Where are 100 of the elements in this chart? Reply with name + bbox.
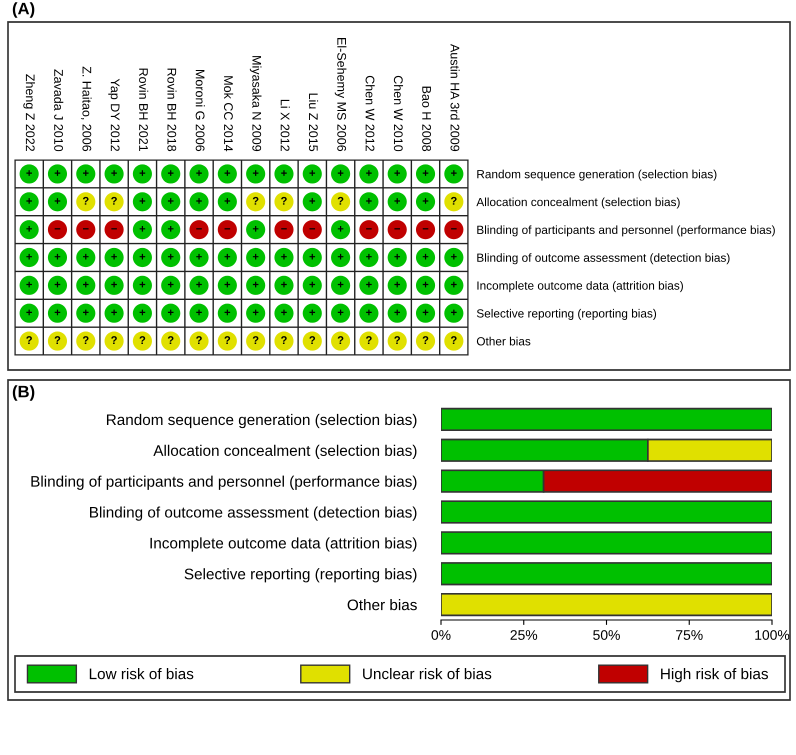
text: + <box>310 282 316 288</box>
text: + <box>451 254 457 260</box>
text: + <box>196 198 202 204</box>
text: + <box>83 282 89 288</box>
text: + <box>451 170 457 176</box>
x-tick-label: Moroni G 2006 <box>196 70 205 152</box>
y-tick-label: Incomplete outcome data (attrition bias) <box>477 281 683 292</box>
text: ? <box>26 336 32 344</box>
text: + <box>252 310 258 316</box>
text: + <box>83 170 89 176</box>
x-tick-label: Zheng Z 2022 <box>23 74 35 152</box>
text: ? <box>422 336 428 344</box>
text: + <box>281 170 287 176</box>
text: + <box>422 310 428 316</box>
text: + <box>140 198 146 204</box>
text: − <box>224 228 230 230</box>
text: + <box>196 254 202 260</box>
text: + <box>26 282 32 288</box>
bar <box>441 531 772 554</box>
text: ? <box>168 336 174 344</box>
text: ? <box>224 336 230 344</box>
y-tick-label: Blinding of outcome assessment (detection bias) <box>90 506 416 521</box>
text: + <box>451 310 457 316</box>
x-tick-label: 100% <box>755 630 790 640</box>
y-tick-label: Allocation concealment (selection bias) <box>153 444 416 459</box>
x-tick-label: Bao H 2008 <box>422 86 432 152</box>
text: + <box>338 226 344 232</box>
text: ? <box>140 336 146 344</box>
text: + <box>394 198 400 204</box>
text: + <box>338 282 344 288</box>
y-tick-label: Selective reporting (reporting bias) <box>476 308 656 320</box>
y-tick-label: Selective reporting (reporting bias) <box>184 568 416 582</box>
text: + <box>422 254 428 260</box>
text: + <box>26 226 32 232</box>
x-tick-label: Zavada J 2010 <box>54 69 64 152</box>
text: + <box>111 254 117 260</box>
text: + <box>83 254 89 260</box>
text: − <box>310 228 316 230</box>
text: + <box>140 310 146 316</box>
text: + <box>111 310 117 316</box>
bar <box>441 408 772 432</box>
text: + <box>394 282 400 288</box>
text: − <box>54 228 60 230</box>
text: + <box>252 282 258 288</box>
text: + <box>338 170 344 176</box>
text: + <box>422 282 428 288</box>
x-tick-label: Li X 2012 <box>280 100 290 152</box>
text: + <box>140 226 146 232</box>
text: ? <box>281 196 287 205</box>
text: + <box>140 254 146 260</box>
text: + <box>366 198 372 204</box>
legend-label: High risk of bias <box>661 668 768 682</box>
y-tick-label: Blinding of outcome assessment (detection bias) <box>477 253 730 264</box>
text: + <box>168 170 174 176</box>
text: + <box>394 254 400 260</box>
text: + <box>281 310 287 316</box>
text: + <box>54 310 60 316</box>
text: ? <box>309 336 316 344</box>
text: + <box>26 198 32 204</box>
text: + <box>252 226 258 232</box>
text: + <box>111 282 117 288</box>
text: ? <box>82 196 89 205</box>
text: + <box>83 310 89 316</box>
x-tick-label: Rovin BH 2018 <box>167 68 177 152</box>
y-tick-label: Random sequence generation (selection bias) <box>106 414 416 428</box>
x-tick-label: Chen W 2012 <box>366 76 375 152</box>
y-tick-label: Allocation concealment (selection bias) <box>476 198 680 209</box>
x-tick-label: Liu Z 2015 <box>308 94 318 152</box>
text: + <box>26 254 32 260</box>
text: + <box>168 310 174 316</box>
text: + <box>224 310 230 316</box>
text: − <box>451 228 457 230</box>
text: + <box>168 198 174 204</box>
text: − <box>394 228 400 230</box>
x-tick-label: 0% <box>432 630 451 640</box>
text: + <box>224 198 230 204</box>
text: ? <box>111 336 117 344</box>
x-tick-label: Z. Haitao, 2006 <box>80 66 92 152</box>
text: − <box>83 228 89 230</box>
text: + <box>168 254 174 260</box>
y-tick-label: Blinding of participants and personnel (performance bias) <box>477 225 775 236</box>
text: + <box>338 254 344 260</box>
y-tick-label: Random sequence generation (selection bias) <box>477 170 716 181</box>
text: + <box>140 170 146 176</box>
text: ? <box>450 336 457 344</box>
text: + <box>281 254 287 260</box>
bar <box>441 592 772 616</box>
text: + <box>26 310 32 316</box>
text: + <box>366 310 372 316</box>
chart-title: (A) <box>12 2 34 18</box>
text: − <box>422 228 428 230</box>
text: + <box>224 254 230 260</box>
text: + <box>54 198 60 204</box>
text: + <box>394 170 400 176</box>
text: + <box>196 282 202 288</box>
x-tick-label: Rovin BH 2021 <box>139 68 148 152</box>
legend-label: Unclear risk of bias <box>363 668 492 680</box>
text: ? <box>450 196 457 205</box>
text: ? <box>252 336 258 344</box>
text: + <box>168 282 174 288</box>
